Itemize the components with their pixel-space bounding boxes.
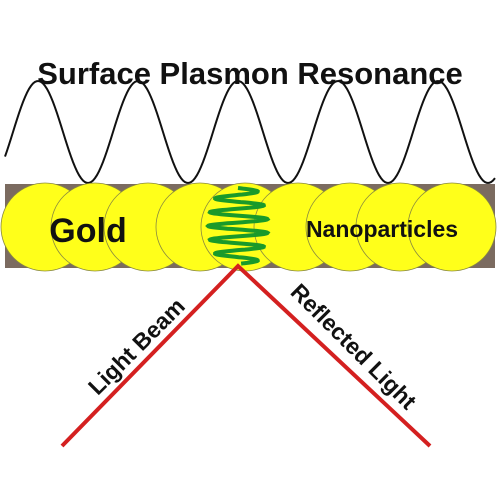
plasmon-wave xyxy=(4,80,496,184)
resonance-spring xyxy=(205,186,271,266)
title: Surface Plasmon Resonance xyxy=(37,56,463,91)
particle xyxy=(407,182,497,272)
nanoparticles-label: Nanoparticles xyxy=(306,216,458,242)
reflected-light-label: Reflected Light xyxy=(286,278,422,414)
nanoparticles xyxy=(0,182,497,272)
light-path xyxy=(60,263,432,448)
light-beam-label: Light Beam xyxy=(83,293,190,400)
gold-label: Gold xyxy=(49,212,126,250)
